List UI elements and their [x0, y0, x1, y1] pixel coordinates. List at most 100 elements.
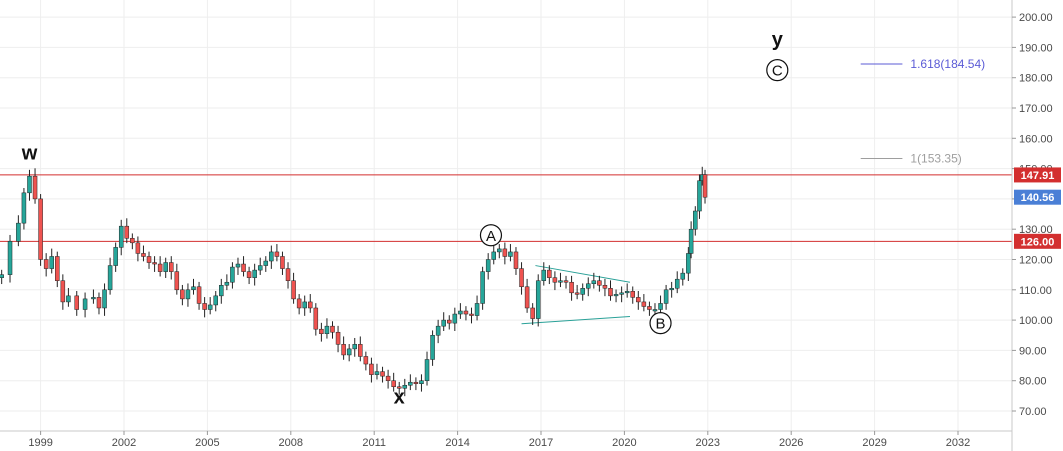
candle-body: [408, 381, 413, 386]
x-tick-label: 2005: [195, 437, 219, 449]
candle-body: [552, 277, 558, 283]
candle-body: [224, 281, 230, 286]
x-tick-label: 2026: [779, 437, 803, 449]
x-tick-label: 2014: [445, 437, 469, 449]
candle-body: [597, 280, 602, 286]
candle-body: [513, 251, 519, 269]
candle-body: [663, 289, 669, 304]
hline-badge-0: 147.91: [1021, 170, 1055, 182]
hline-badge-1-bg: [1014, 233, 1061, 249]
candle-body: [302, 301, 307, 309]
candle-body: [246, 271, 252, 278]
y-tick-label: 80.00: [1019, 376, 1047, 388]
x-tick-label: 2011: [362, 437, 386, 449]
candle-body: [113, 247, 118, 266]
candle-body: [647, 306, 652, 310]
candle-body: [363, 356, 369, 365]
candle-body: [435, 325, 441, 336]
y-tick-label: 100.00: [1019, 315, 1053, 327]
x-tick-label: 2017: [529, 437, 553, 449]
candle-body: [102, 289, 107, 309]
candle-body: [630, 291, 635, 298]
candle-body: [157, 263, 163, 272]
candle-body: [463, 310, 469, 315]
candle-body: [669, 288, 674, 291]
x-tick-label: 2032: [946, 437, 970, 449]
candle-body: [491, 251, 496, 260]
candle-body: [185, 289, 191, 300]
candle-body: [66, 295, 71, 303]
candle-body: [141, 253, 146, 257]
wave-labels: w x y A B C: [21, 29, 789, 408]
candle-body: [508, 251, 513, 257]
candle-body: [569, 281, 574, 294]
candle-body: [480, 271, 485, 304]
candle-body: [135, 242, 141, 254]
candle-body: [130, 238, 135, 244]
candle-body: [452, 313, 458, 324]
candle-body: [235, 263, 241, 268]
candle-body: [413, 381, 419, 384]
wave-label-A: A: [486, 228, 496, 245]
candle-body: [191, 286, 196, 291]
candle-body: [118, 225, 124, 248]
candle-body: [674, 278, 680, 289]
candle-body: [502, 248, 508, 257]
wave-label-w: w: [21, 143, 38, 165]
wave-label-y: y: [772, 29, 784, 51]
candle-body: [474, 303, 480, 316]
candle-body: [346, 348, 352, 356]
candle-body: [591, 280, 597, 284]
candle-body: [74, 295, 79, 310]
candle-body: [530, 307, 535, 319]
last-price-badge-bg: [1014, 189, 1061, 205]
candle-body: [624, 291, 630, 294]
last-price-badge: 140.56: [1021, 192, 1055, 204]
y-tick-label: 200.00: [1019, 12, 1053, 24]
candle-body: [274, 251, 280, 257]
y-tick-label: 130.00: [1019, 224, 1053, 236]
candle-body: [152, 262, 157, 265]
candle-body: [419, 380, 424, 384]
candle-body: [524, 286, 530, 309]
candlestick-series: [0, 166, 708, 397]
candle-body: [535, 280, 541, 319]
candle-body: [619, 292, 624, 295]
candle-body: [257, 265, 263, 271]
y-tick-label: 110.00: [1019, 285, 1052, 297]
candle-body: [469, 313, 474, 316]
candle-body: [124, 225, 130, 239]
candle-body: [49, 256, 54, 269]
candle-body: [163, 262, 168, 272]
candle-body: [547, 269, 552, 278]
candle-body: [313, 307, 319, 330]
y-tick-label: 170.00: [1019, 103, 1053, 115]
wave-circle-B: [649, 312, 672, 335]
candle-body: [385, 375, 391, 381]
candle-body: [285, 268, 291, 281]
candle-body: [269, 251, 274, 262]
candle-body: [374, 371, 380, 375]
triangle-line-0: [535, 265, 631, 283]
x-tick-label: 2029: [862, 437, 886, 449]
x-tick-label: 2002: [112, 437, 136, 449]
candle-body: [21, 192, 27, 224]
candle-body: [693, 210, 698, 230]
grid-lines: [0, 0, 1012, 431]
candle-body: [7, 241, 13, 275]
wave-circle-A: [479, 224, 503, 247]
candle-body: [485, 259, 491, 272]
candle-body: [263, 260, 269, 266]
candle-body: [219, 285, 224, 297]
candle-body: [213, 295, 218, 306]
candle-body: [241, 263, 246, 272]
wave-circle-C: [766, 59, 789, 82]
candle-body: [580, 288, 585, 295]
wave-label-C: C: [772, 63, 783, 80]
candle-body: [574, 292, 580, 295]
candle-body: [688, 228, 694, 254]
wave-label-B: B: [656, 316, 666, 333]
x-tick-label: 1999: [28, 437, 52, 449]
